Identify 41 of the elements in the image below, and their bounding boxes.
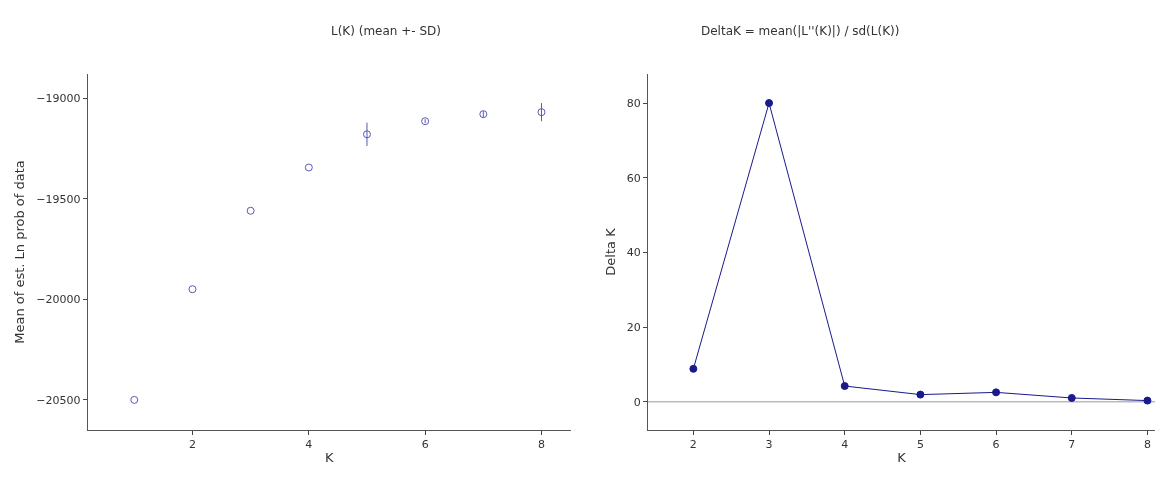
x-tick-label: 4 xyxy=(305,438,313,452)
x-tick-label: 8 xyxy=(537,438,545,452)
x-axis-title: K xyxy=(324,449,334,465)
y-tick-label: 60 xyxy=(626,171,641,185)
point xyxy=(304,163,313,172)
x-tick-label: 8 xyxy=(1143,438,1151,452)
x-tick-label: 7 xyxy=(1068,438,1076,452)
point xyxy=(916,390,925,399)
x-tick-label: 4 xyxy=(841,438,849,452)
point xyxy=(765,99,774,108)
point xyxy=(689,364,698,373)
point xyxy=(246,206,255,215)
point xyxy=(1143,396,1152,405)
x-tick-label: 3 xyxy=(765,438,773,452)
point xyxy=(537,108,546,117)
point xyxy=(421,117,430,126)
x-tick-label: 6 xyxy=(421,438,429,452)
point xyxy=(188,285,197,294)
point xyxy=(362,130,371,139)
x-tick-label: 6 xyxy=(992,438,1000,452)
chart-title: DeltaK = mean(|L''(K)|) / sd(L(K)) xyxy=(701,24,900,38)
chart-title: L(K) (mean +- SD) xyxy=(331,24,441,38)
y-tick-label: 80 xyxy=(626,96,641,110)
point xyxy=(840,382,849,391)
x-tick-label: 2 xyxy=(689,438,697,452)
point xyxy=(479,110,488,119)
x-axis-title: K xyxy=(897,449,907,465)
y-tick-label: −19500 xyxy=(36,192,81,206)
y-tick-label: −19000 xyxy=(36,91,81,105)
x-tick-label: 2 xyxy=(188,438,196,452)
y-tick-label: 20 xyxy=(626,320,641,334)
y-axis-title: Mean of est. Ln prob of data xyxy=(12,160,28,344)
y-axis-title: Delta K xyxy=(602,227,618,276)
point xyxy=(1067,393,1076,402)
point xyxy=(992,388,1001,397)
y-tick-label: −20500 xyxy=(36,393,81,407)
x-tick-label: 5 xyxy=(916,438,924,452)
y-tick-label: 40 xyxy=(626,246,641,260)
y-tick-label: −20000 xyxy=(36,293,81,307)
point xyxy=(130,395,139,404)
y-tick-label: 0 xyxy=(633,395,641,409)
